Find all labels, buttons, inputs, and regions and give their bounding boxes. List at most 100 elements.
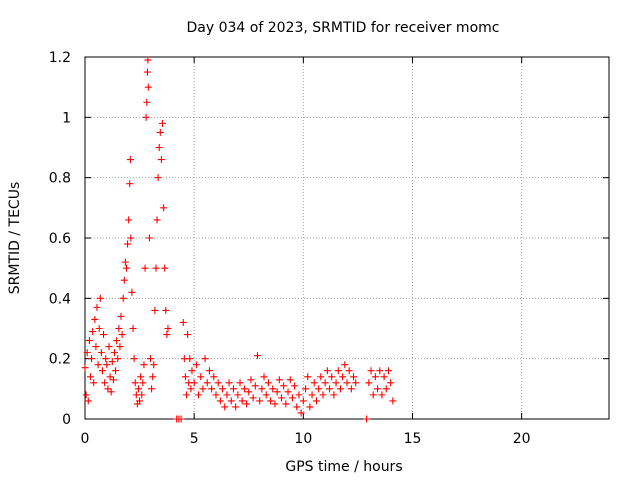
data-point [110,349,118,357]
data-point [130,355,138,363]
data-point [98,367,106,375]
data-point [376,367,384,375]
data-point [149,373,157,381]
data-point [317,373,325,381]
data-point [126,156,134,164]
data-point [177,415,185,423]
data-point [352,379,360,387]
data-point [143,68,151,76]
data-point [293,403,301,411]
data-point [138,391,146,399]
data-point [152,264,160,272]
data-point [100,331,108,339]
grid-lines [85,57,609,419]
data-point [192,361,200,369]
data-point [387,379,395,387]
data-point [271,400,279,408]
data-point [286,376,294,384]
data-point [367,367,375,375]
data-point [105,343,113,351]
data-point [339,373,347,381]
data-point [157,156,165,164]
data-point [389,397,397,405]
data-point [139,379,147,387]
data-point [107,388,115,396]
data-point [145,234,153,242]
y-tick-label: 0 [62,412,71,428]
data-point [96,294,104,302]
data-point [302,385,310,393]
data-point [120,276,128,284]
data-point [95,325,103,332]
data-point [227,397,235,405]
data-point [159,119,167,127]
y-axis-label: SRMTID / TECUs [7,182,23,295]
data-point [203,379,211,387]
y-tick-label: 1.2 [49,50,71,66]
data-point [229,385,237,393]
data-point [101,379,109,387]
data-point [116,343,124,351]
data-point [350,373,358,381]
data-point [251,382,259,390]
data-point [126,180,134,188]
x-axis-label: GPS time / hours [285,459,402,475]
data-point [164,325,172,332]
data-point [153,216,161,224]
data-point [336,385,344,393]
y-tick-label: 0.4 [49,291,71,307]
data-point [253,352,261,360]
data-point [82,391,90,399]
data-point [91,315,99,323]
data-point [258,385,266,393]
x-tick-label: 0 [81,431,90,447]
data-point [273,388,281,396]
data-point [118,331,126,339]
data-point [315,385,323,393]
data-point [275,376,283,384]
data-point [190,379,198,387]
chart-title: Day 034 of 2023, SRMTID for receiver mom… [187,20,500,36]
data-point [219,385,227,393]
data-point [103,361,111,369]
data-point [238,397,246,405]
data-point [186,355,194,363]
data-point [345,367,353,375]
y-tick-labels: 0 0.2 0.4 0.6 0.8 1 1.2 [49,50,71,428]
data-point [144,56,152,64]
data-point [83,349,91,357]
data-point [214,379,222,387]
data-point [162,306,170,314]
data-point [119,294,127,302]
data-point [308,391,316,399]
data-point [341,361,349,369]
data-point [81,364,89,372]
data-point [117,312,125,320]
data-point [347,385,355,393]
data-point [88,355,96,363]
data-point [278,394,285,402]
data-point [195,391,203,399]
data-point [256,397,264,405]
data-point [97,349,105,357]
data-point [154,174,162,182]
data-points [81,56,397,423]
data-point [343,379,351,387]
data-point [371,373,379,381]
data-point [197,373,205,381]
x-tick-label: 20 [513,431,531,447]
data-point [141,264,149,272]
data-point [127,234,135,242]
data-point [155,144,163,151]
data-point [210,373,218,381]
data-point [240,385,248,393]
data-point [282,400,290,408]
data-point [106,373,114,381]
data-point [89,328,97,336]
data-point [150,361,158,369]
data-point [323,367,331,375]
x-tick-labels: 0 5 10 15 20 [81,431,531,447]
data-point [140,361,148,369]
data-point [156,128,164,136]
